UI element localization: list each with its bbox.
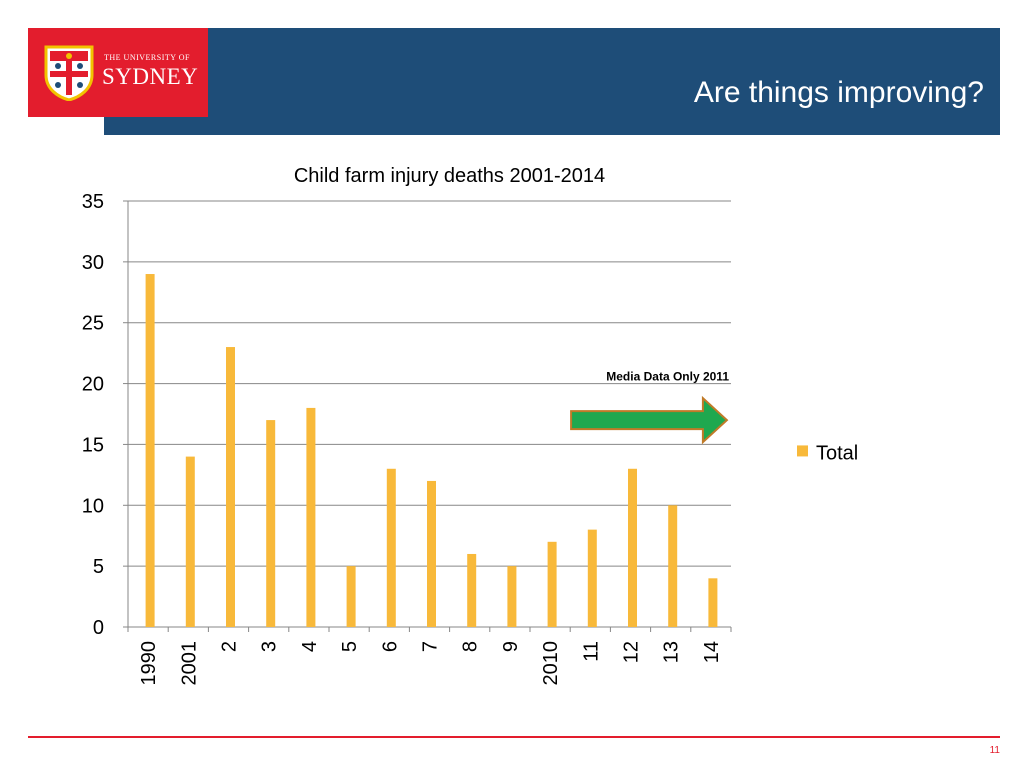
- bar: [587, 529, 597, 627]
- legend-swatch: [797, 445, 808, 457]
- x-tick-label: 3: [259, 641, 281, 652]
- x-tick-label: 2010: [540, 641, 562, 686]
- bar: [185, 456, 195, 627]
- bar: [145, 274, 155, 627]
- chart-title: Child farm injury deaths 2001-2014: [294, 165, 605, 187]
- x-tick-label: 5: [339, 641, 361, 652]
- y-tick-label: 35: [82, 191, 104, 213]
- chart-annotation: Media Data Only 2011: [606, 370, 729, 384]
- x-tick-label: 11: [580, 641, 602, 662]
- page-number: 11: [989, 745, 1000, 756]
- legend-label: Total: [816, 442, 858, 464]
- x-tick-label: 1990: [138, 641, 160, 686]
- university-logo: THE UNIVERSITY OF SYDNEY: [28, 28, 208, 117]
- arrow-icon: [570, 395, 729, 445]
- bar: [427, 480, 436, 627]
- bar: [346, 566, 356, 627]
- y-tick-label: 15: [82, 434, 104, 456]
- bar: [507, 566, 517, 627]
- x-tick-label: 6: [379, 641, 401, 652]
- bar: [628, 468, 637, 627]
- y-tick-label: 10: [82, 495, 104, 517]
- footer-divider: [28, 736, 1000, 738]
- bar: [708, 578, 718, 627]
- bar: [668, 505, 678, 627]
- x-tick-label: 4: [299, 641, 321, 652]
- bar: [306, 407, 316, 627]
- y-tick-label: 0: [93, 617, 104, 639]
- logo-text-small: THE UNIVERSITY OF: [104, 53, 190, 62]
- x-tick-label: 12: [621, 641, 643, 663]
- x-tick-label: 14: [701, 641, 723, 663]
- x-tick-label: 9: [500, 641, 522, 652]
- x-tick-label: 2: [219, 641, 241, 652]
- y-tick-label: 20: [82, 374, 104, 396]
- x-tick-label: 2001: [178, 641, 200, 686]
- x-tick-label: 8: [460, 641, 482, 652]
- slide-title: Are things improving?: [693, 76, 984, 109]
- x-tick-label: 7: [420, 641, 442, 652]
- bar: [547, 541, 557, 627]
- bar-chart: Child farm injury deaths 2001-2014 0 5 10 15…: [82, 165, 859, 686]
- bar: [386, 468, 396, 627]
- crest-icon: [44, 45, 94, 101]
- x-tick-label: 13: [661, 641, 683, 663]
- y-tick-label: 25: [82, 313, 104, 335]
- bar: [226, 347, 235, 627]
- logo-text-big: SYDNEY: [102, 64, 199, 89]
- header-band: Are things improving?: [104, 28, 1000, 135]
- y-tick-label: 5: [93, 556, 104, 578]
- bar: [467, 553, 477, 627]
- y-tick-label: 30: [82, 252, 104, 274]
- bar: [266, 420, 276, 627]
